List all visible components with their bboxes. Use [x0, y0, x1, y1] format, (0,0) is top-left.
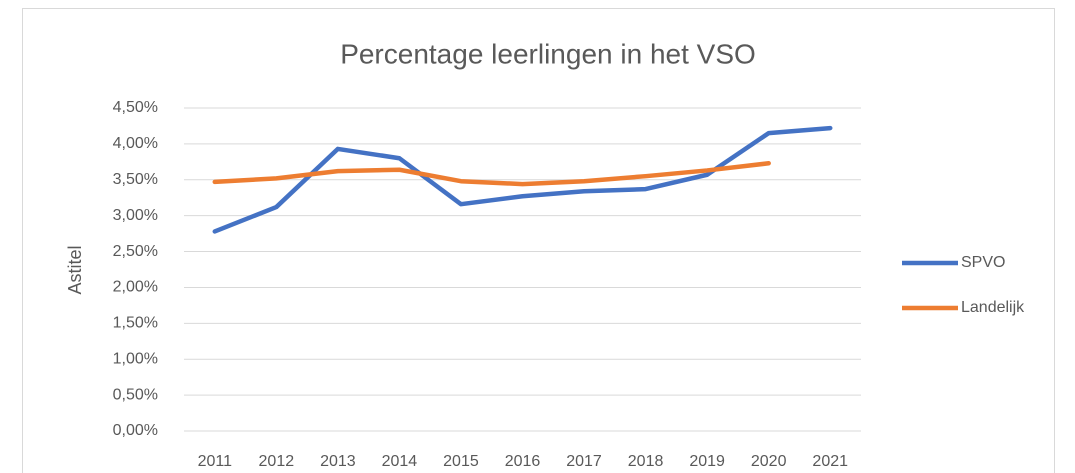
x-tick-label: 2017 [566, 453, 602, 470]
line-series [212, 161, 771, 187]
legend-label: Landelijk [961, 299, 1025, 316]
x-tick-label: 2016 [505, 453, 541, 470]
x-tick-label: 2013 [320, 453, 356, 470]
y-tick-label: 3,50% [113, 171, 158, 188]
y-tick-label: 3,00% [113, 207, 158, 224]
chart-border [22, 8, 1055, 473]
x-tick-label: 2012 [259, 453, 295, 470]
y-tick-label: 2,50% [113, 243, 158, 260]
y-tick-label: 0,50% [113, 386, 158, 403]
y-tick-label: 4,00% [113, 135, 158, 152]
y-tick-label: 1,50% [113, 315, 158, 332]
x-tick-label: 2019 [689, 453, 725, 470]
x-tick-label: 2014 [382, 453, 418, 470]
y-tick-label: 0,00% [113, 422, 158, 439]
y-tick-label: 4,50% [113, 99, 158, 116]
x-tick-label: 2015 [443, 453, 479, 470]
x-tick-label: 2018 [628, 453, 664, 470]
y-tick-label: 2,00% [113, 279, 158, 296]
chart-title: Percentage leerlingen in het VSO [340, 38, 756, 69]
y-axis-title: Astitel [65, 245, 85, 294]
legend-label: SPVO [961, 254, 1005, 271]
y-tick-label: 1,00% [113, 350, 158, 367]
line-series [212, 125, 833, 234]
x-tick-label: 2020 [751, 453, 787, 470]
x-tick-label: 2011 [198, 453, 233, 470]
x-tick-label: 2021 [812, 453, 848, 470]
